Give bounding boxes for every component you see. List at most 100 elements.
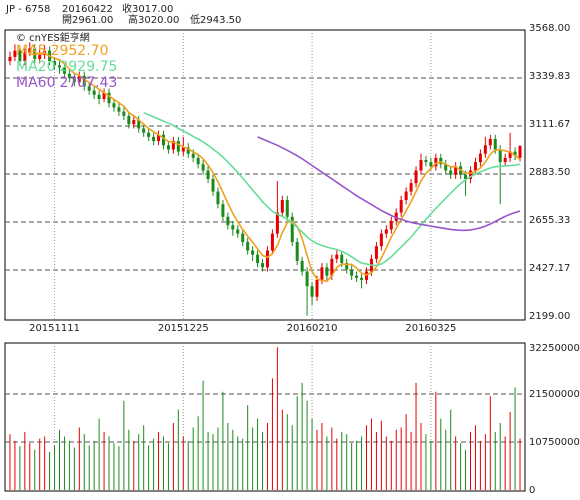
candle-body (355, 275, 359, 278)
candle-body (53, 61, 57, 66)
candle-body (261, 263, 265, 268)
ma-line (257, 136, 521, 232)
candle-body (38, 54, 42, 60)
candle-body (503, 157, 507, 163)
candle-body (379, 233, 383, 247)
candle-body (107, 92, 111, 104)
candle-body (216, 191, 220, 205)
header-text: 高3020.00 (128, 13, 179, 26)
y-tick-label: 2199.00 (529, 311, 570, 322)
candle-body (67, 73, 71, 78)
candle-body (251, 250, 255, 255)
candle-body (122, 111, 126, 116)
candle-body (389, 221, 393, 230)
candle-body (285, 199, 289, 217)
legend-name: MA20 (16, 59, 55, 75)
candle-body (518, 145, 522, 158)
legend-entry: MA5 2952.70 (16, 43, 108, 59)
legend-name: MA60 (16, 75, 55, 91)
candle-body (246, 242, 250, 251)
candle-body (137, 120, 141, 129)
candle-body (488, 138, 492, 146)
x-tick-label: 20160210 (287, 323, 338, 334)
volume-frame (4, 342, 526, 492)
candle-body (280, 199, 284, 213)
candle-body (508, 151, 512, 158)
candle-body (449, 170, 453, 175)
candle-body (335, 254, 339, 259)
candle-body (92, 90, 96, 95)
candle-body (147, 132, 151, 137)
y-tick-label: 3111.67 (529, 119, 570, 130)
ma-line (29, 52, 521, 283)
candle-body (265, 250, 269, 268)
candle-body (117, 107, 121, 112)
x-tick-label: 20151111 (29, 323, 80, 334)
candle-body (142, 128, 146, 133)
candle-body (513, 151, 517, 156)
header-text: 收3017.00 (122, 2, 173, 15)
header-text: 開2961.00 (62, 14, 113, 26)
candle-body (464, 174, 468, 179)
candle-body (394, 212, 398, 222)
candle-body (325, 267, 329, 276)
volume-tick-label: 10750000 (529, 437, 580, 448)
x-tick-label: 20151225 (158, 323, 209, 334)
candle-body (28, 48, 32, 53)
candle-body (97, 94, 101, 100)
candle-body (176, 141, 180, 152)
candle-body (270, 233, 274, 251)
candle-body (18, 50, 22, 62)
y-tick-label: 2883.50 (529, 167, 570, 178)
candle-body (211, 178, 215, 192)
y-tick-label: 3339.83 (529, 71, 570, 82)
volume-tick-label: 32250000 (529, 343, 580, 354)
legend-name: MA5 (16, 43, 47, 59)
candle-body (152, 136, 156, 142)
candle-body (345, 263, 349, 270)
header-text: JP - 6758 (5, 4, 50, 15)
candle-body (469, 170, 473, 179)
candle-body (231, 225, 235, 230)
candle-body (171, 141, 175, 150)
candle-body (404, 191, 408, 200)
candle-body (429, 162, 433, 167)
candle-body (424, 160, 428, 163)
candle-body (157, 134, 161, 142)
candle-body (340, 254, 344, 264)
candle-body (82, 75, 86, 87)
candle-body (77, 75, 81, 83)
volume-tick-label: 0 (529, 485, 535, 496)
candle-body (399, 199, 403, 213)
candle-body (310, 286, 314, 297)
candle-body (87, 86, 91, 91)
candle-body (127, 115, 131, 125)
candle-body (478, 153, 482, 163)
candle-body (315, 279, 319, 297)
x-tick-label: 20160325 (405, 323, 456, 334)
candle-body (473, 162, 477, 171)
candle-body (434, 157, 438, 167)
candle-body (206, 170, 210, 179)
candle-body (132, 120, 136, 125)
candle-body (384, 229, 388, 234)
candle-body (72, 77, 76, 83)
candle-body (201, 164, 205, 171)
candle-body (186, 147, 190, 154)
candle-body (493, 138, 497, 150)
candle-body (414, 170, 418, 184)
candle-body (13, 50, 17, 57)
candle-body (330, 258, 334, 276)
candle-body (226, 216, 230, 226)
candle-body (290, 216, 294, 243)
candle-body (498, 149, 502, 163)
candle-body (444, 164, 448, 171)
y-tick-label: 3568.00 (529, 23, 570, 34)
legend-entry: MA60 2707.43 (16, 75, 117, 91)
header-text: 低2943.50 (190, 13, 241, 26)
candle-body (181, 147, 185, 152)
candle-body (23, 52, 27, 62)
candle-body (236, 229, 240, 234)
legend-value: 2952.70 (51, 43, 109, 59)
